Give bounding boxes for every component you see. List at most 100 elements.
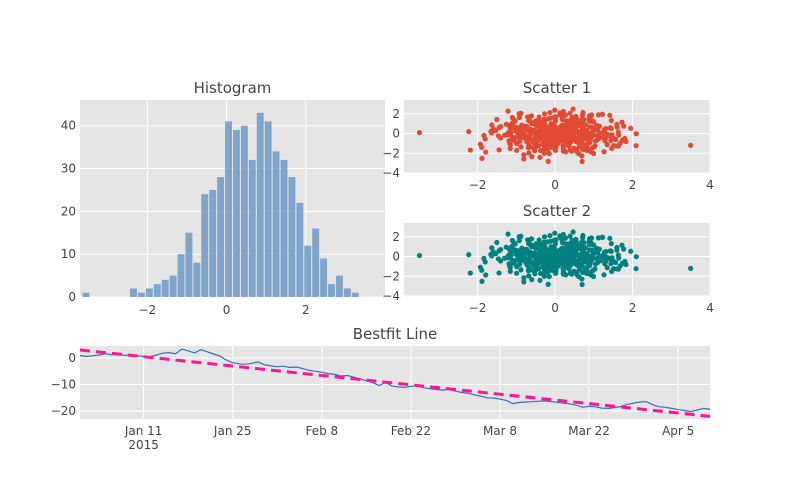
scatter2-point [546,273,552,280]
scatter2-point [496,270,502,276]
histogram-bar [201,194,209,297]
scatter2-point [599,234,605,240]
scatter1-point [527,131,534,138]
scatter1-point [590,145,596,151]
scatter1-point [580,124,586,130]
scatter2-point [541,239,547,245]
scatter1-point [518,144,524,150]
bestfit-title: Bestfit Line [353,325,438,343]
scatter1-point [505,108,511,114]
scatter2-point [574,250,580,257]
scatter1-point [633,143,639,149]
scatter2-point [619,242,625,248]
histogram-bar [351,292,359,297]
scatter2-xtick-label: 4 [706,301,714,315]
scatter1-point [552,118,559,124]
histogram-bar [320,258,328,297]
scatter2-point [594,255,601,261]
scatter1-point [527,118,533,124]
bestfit-lines [79,348,711,418]
scatter2-point [529,260,535,266]
scatter2-points [416,229,694,288]
scatter2-point [416,252,423,259]
scatter1-point [551,129,557,135]
histogram-bar [217,177,225,297]
scatter1-point [604,142,610,148]
histogram-bar [256,112,264,297]
scatter2-point [579,262,585,268]
scatter1-point [545,129,552,135]
scatter1-point [568,120,575,127]
scatter2-point [608,260,614,267]
scatter2-point [521,279,527,285]
scatter1-point [504,131,510,138]
scatter2-xtick-label: −2 [469,301,487,315]
scatter2-point [609,255,615,261]
scatter2-point [621,246,627,252]
scatter2-point [607,235,613,241]
scatter1-point [570,106,576,112]
scatter2-point [617,263,623,269]
bestfit-plot-area [80,346,710,419]
scatter2-point [489,253,495,259]
scatter1-points [416,106,694,165]
scatter1-point [555,133,561,139]
scatter2-point [498,246,504,253]
scatter2-point [555,256,561,262]
scatter1-point [558,112,564,118]
scatter2-point [503,244,509,250]
scatter2-point [527,241,533,247]
scatter2-point [505,231,511,237]
scatter2-point [517,261,523,267]
histogram-bar [312,228,320,297]
bestfit-xtick-label: Feb 8 [305,424,338,438]
scatter1-point [567,110,573,116]
scatter1-point [553,144,559,150]
scatter2-point [538,270,544,277]
scatter2-point [507,268,513,275]
scatter1-point [574,138,581,144]
scatter2-point [616,255,622,261]
scatter1-point [517,138,523,144]
scatter2-point [567,233,573,239]
scatter2-ytick-label: −4 [382,289,400,303]
scatter2-xtick-label: 2 [629,301,637,315]
scatter2-point [533,263,539,269]
scatter2-ytick-label: 2 [392,230,400,244]
scatter1-point [524,123,530,129]
scatter2-point [611,265,617,272]
scatter1-point [590,127,597,133]
scatter2-point [590,250,597,256]
scatter2-point [477,264,483,270]
scatter2-point [574,272,580,278]
scatter2-point [479,278,485,284]
scatter1-point [529,154,535,160]
scatter2-point [529,277,535,283]
bestfit-ytick-label: −20 [51,404,76,418]
scatter2-point [508,250,514,256]
scatter1-point [590,132,596,138]
histogram-ytick-label: 10 [61,247,76,261]
scatter1-point [532,148,538,154]
scatter2-point [467,270,473,276]
scatter2-point [559,239,565,245]
scatter1-point [532,134,538,140]
scatter2-point [553,267,559,273]
scatter1-point [601,128,607,134]
scatter2-point [593,245,600,251]
scatter1-point [579,116,585,123]
scatter2-point [537,277,543,283]
scatter1-ytick-label: −4 [382,166,400,180]
scatter2-point [528,250,534,256]
scatter1-point [583,143,590,149]
histogram-bar [177,254,185,297]
scatter2-point [524,246,530,252]
scatter1-point [519,122,525,128]
scatter1-point [570,128,576,135]
scatter2-point [562,262,568,268]
scatter1-point [608,137,614,144]
scatter2-point [541,255,547,261]
scatter2-point [518,233,524,239]
scatter2-point [562,235,568,241]
